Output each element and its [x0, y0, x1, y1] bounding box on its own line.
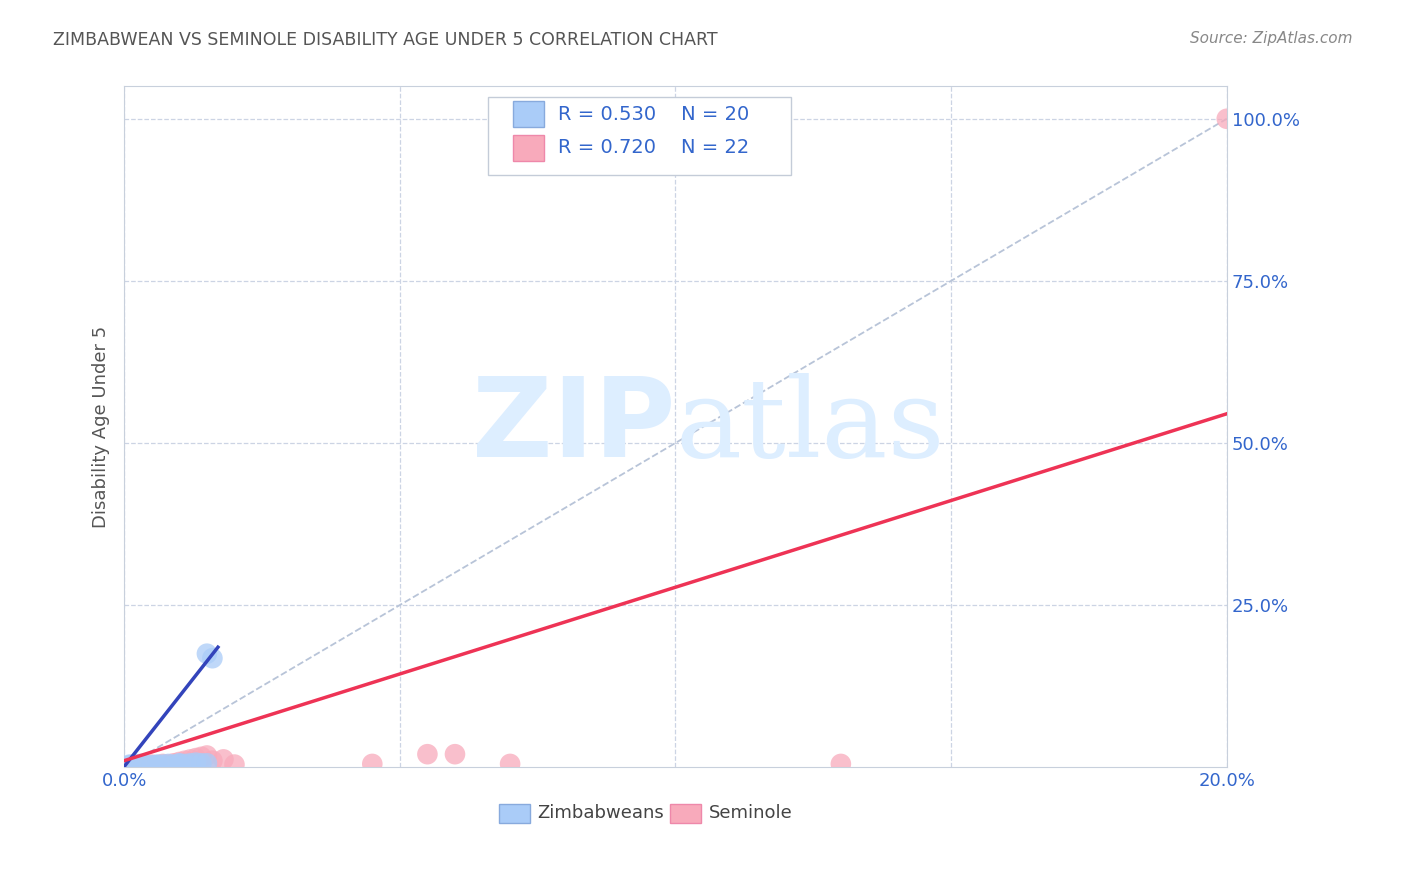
Point	[129, 756, 152, 771]
Point	[124, 756, 146, 771]
Bar	[513, 135, 544, 161]
Bar	[513, 102, 544, 128]
Point	[169, 756, 191, 771]
Bar	[671, 804, 700, 823]
Point	[361, 756, 384, 771]
Point	[163, 756, 186, 771]
Point	[499, 756, 522, 771]
Point	[416, 747, 439, 762]
Point	[157, 757, 180, 772]
Point	[184, 751, 207, 765]
Text: R = 0.530    N = 20: R = 0.530 N = 20	[558, 104, 749, 124]
Text: ZIMBABWEAN VS SEMINOLE DISABILITY AGE UNDER 5 CORRELATION CHART: ZIMBABWEAN VS SEMINOLE DISABILITY AGE UN…	[53, 31, 718, 49]
Point	[135, 758, 157, 772]
Point	[444, 747, 467, 762]
Point	[141, 758, 163, 772]
Point	[201, 754, 224, 768]
Point	[173, 754, 195, 768]
Point	[124, 759, 146, 773]
Bar	[499, 804, 530, 823]
Point	[152, 756, 174, 771]
Text: ZIP: ZIP	[472, 373, 675, 480]
Point	[195, 756, 218, 771]
Point	[118, 758, 141, 772]
Text: Source: ZipAtlas.com: Source: ZipAtlas.com	[1189, 31, 1353, 46]
Point	[129, 758, 152, 772]
Point	[195, 647, 218, 661]
Text: atlas: atlas	[675, 373, 945, 480]
Point	[190, 749, 212, 764]
Text: Seminole: Seminole	[709, 805, 793, 822]
FancyBboxPatch shape	[488, 96, 792, 175]
Point	[190, 756, 212, 771]
Point	[184, 756, 207, 770]
Point	[141, 757, 163, 772]
Point	[224, 757, 246, 772]
Point	[195, 748, 218, 763]
Point	[163, 757, 186, 772]
Point	[1216, 112, 1239, 126]
Point	[157, 756, 180, 771]
Point	[173, 756, 195, 771]
Y-axis label: Disability Age Under 5: Disability Age Under 5	[93, 326, 110, 528]
Point	[830, 756, 852, 771]
Point	[201, 651, 224, 665]
Point	[179, 752, 201, 766]
Text: Zimbabweans: Zimbabweans	[537, 805, 665, 822]
Point	[152, 757, 174, 772]
Text: R = 0.720    N = 22: R = 0.720 N = 22	[558, 138, 749, 157]
Point	[146, 757, 169, 772]
Point	[146, 758, 169, 772]
Point	[212, 752, 235, 766]
Point	[118, 757, 141, 772]
Point	[169, 755, 191, 769]
Point	[146, 758, 169, 772]
Point	[169, 756, 191, 771]
Point	[179, 756, 201, 771]
